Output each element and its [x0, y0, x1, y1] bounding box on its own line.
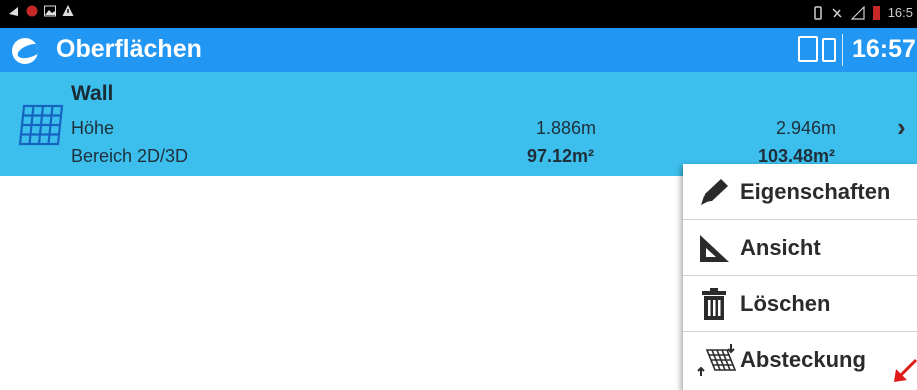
sim-icon [9, 7, 18, 16]
menu-item-eigenschaften[interactable]: Eigenschaften [683, 164, 917, 220]
area-3d-value: 103.48m² [758, 146, 836, 166]
app-bar: Oberflächen 16:57 [0, 28, 917, 72]
status-left-icons [8, 4, 74, 18]
signal-icon [850, 5, 865, 20]
menu-item-absteckung[interactable]: Absteckung [683, 332, 917, 388]
app-logo-icon[interactable] [12, 38, 38, 64]
height-min-value: 1.886m [536, 118, 597, 138]
page-title: Oberflächen [56, 35, 202, 63]
surface-list-item[interactable]: Wall Höhe Bereich 2D/3D 1.886m 97.12m² 2… [0, 72, 917, 176]
status-time: 16:5 [887, 5, 913, 20]
menu-item-label: Eigenschaften [740, 179, 891, 204]
surface-grid-icon [18, 104, 64, 146]
phone-icon[interactable] [822, 38, 836, 62]
context-menu: Eigenschaften Ansicht Löschen [683, 164, 917, 390]
annotation-arrow-icon [894, 358, 917, 382]
vibrate-icon [813, 5, 822, 20]
menu-item-label: Absteckung [740, 347, 866, 372]
stakeout-grid-icon [697, 344, 737, 376]
area-label: Bereich 2D/3D [71, 146, 189, 166]
image-icon [44, 5, 56, 17]
set-square-icon [700, 235, 729, 262]
chevron-right-icon[interactable]: › [897, 112, 906, 142]
height-label: Höhe [71, 118, 115, 138]
surface-name: Wall [71, 82, 114, 105]
menu-item-label: Ansicht [740, 235, 821, 260]
menu-item-label: Löschen [740, 291, 831, 316]
no-call-icon [832, 7, 842, 18]
trash-icon [702, 288, 726, 320]
menu-item-loeschen[interactable]: Löschen [683, 276, 917, 332]
app-bar-divider [842, 34, 843, 66]
height-max-value: 2.946m [776, 118, 837, 138]
battery-icon [872, 5, 880, 20]
menu-item-ansicht[interactable]: Ansicht [683, 220, 917, 276]
tablet-icon[interactable] [798, 36, 818, 62]
pencil-icon [701, 179, 728, 205]
status-right-icons: 16:5 [813, 5, 913, 20]
notification-icon [26, 5, 38, 17]
area-2d-value: 97.12m² [527, 146, 595, 166]
app-bar-time: 16:57 [852, 35, 916, 63]
status-bar: 16:5 [0, 0, 917, 28]
warning-icon [62, 5, 74, 16]
